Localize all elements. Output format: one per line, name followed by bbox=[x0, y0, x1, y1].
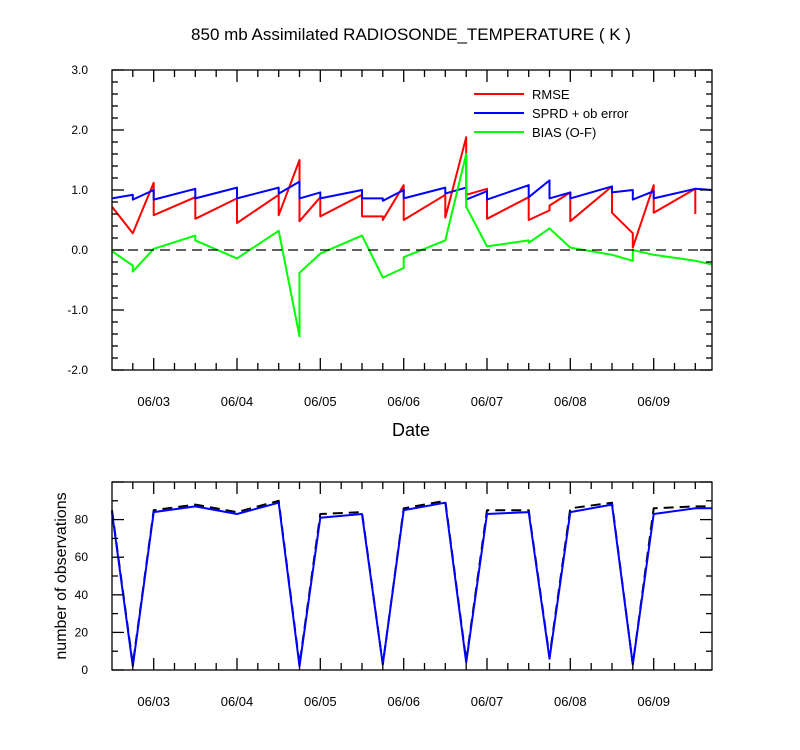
x-tick-label: 06/04 bbox=[221, 394, 254, 409]
y-tick-label: 80 bbox=[75, 513, 89, 527]
top-series-group bbox=[111, 136, 713, 338]
legend-label-sprd: SPRD + ob error bbox=[532, 106, 629, 121]
x-tick-label: 06/07 bbox=[471, 394, 504, 409]
y-tick-label: 3.0 bbox=[71, 63, 88, 77]
x-tick-label: 06/06 bbox=[387, 394, 420, 409]
x-tick-label: 06/05 bbox=[304, 694, 337, 709]
x-tick-label: 06/09 bbox=[637, 394, 670, 409]
y-tick-label: 2.0 bbox=[71, 123, 88, 137]
series-line-bias-o-f bbox=[111, 153, 713, 338]
x-tick-label: 06/07 bbox=[471, 694, 504, 709]
y-tick-label: 0.0 bbox=[71, 243, 88, 257]
top-chart: 850 mb Assimilated RADIOSONDE_TEMPERATUR… bbox=[67, 25, 713, 440]
x-tick-label: 06/03 bbox=[137, 394, 170, 409]
x-tick-label: 06/06 bbox=[387, 694, 420, 709]
bottom-ticks-group bbox=[112, 481, 712, 671]
top-plot-frame bbox=[111, 69, 713, 371]
top-ticks-group bbox=[112, 69, 712, 371]
top-x-tick-labels: 06/03 06/04 06/05 06/06 06/07 06/08 06/09 bbox=[137, 394, 670, 409]
series-line-rmse bbox=[111, 136, 697, 249]
legend-label-bias: BIAS (O-F) bbox=[532, 125, 596, 140]
x-tick-label: 06/04 bbox=[221, 694, 254, 709]
legend-label-rmse: RMSE bbox=[532, 87, 570, 102]
y-tick-label: -2.0 bbox=[67, 363, 88, 377]
y-tick-label: -1.0 bbox=[67, 303, 88, 317]
legend: RMSE SPRD + ob error BIAS (O-F) bbox=[474, 87, 629, 140]
series-line-sprd-ob-error bbox=[111, 179, 713, 202]
y-tick-label: 60 bbox=[75, 550, 89, 564]
bottom-chart: 0 20 40 60 80 06/03 06/04 06/05 06/06 06/07 06/08… bbox=[53, 481, 713, 709]
top-y-tick-labels: -2.0 -1.0 0.0 1.0 2.0 3.0 bbox=[67, 63, 88, 377]
y-tick-label: 1.0 bbox=[71, 183, 88, 197]
x-tick-label: 06/05 bbox=[304, 394, 337, 409]
y-tick-label: 0 bbox=[81, 663, 88, 677]
x-tick-label: 06/08 bbox=[554, 394, 587, 409]
bottom-x-tick-labels: 06/03 06/04 06/05 06/06 06/07 06/08 06/09 bbox=[137, 694, 670, 709]
x-tick-label: 06/09 bbox=[637, 694, 670, 709]
y-axis-label-observations: number of observations bbox=[53, 492, 70, 659]
y-tick-label: 20 bbox=[75, 625, 89, 639]
bottom-series-group bbox=[111, 499, 712, 668]
bottom-y-tick-labels: 0 20 40 60 80 bbox=[75, 513, 89, 677]
x-axis-label: Date bbox=[392, 420, 430, 440]
y-tick-label: 40 bbox=[75, 588, 89, 602]
x-tick-label: 06/03 bbox=[137, 694, 170, 709]
chart-title: 850 mb Assimilated RADIOSONDE_TEMPERATUR… bbox=[191, 25, 631, 44]
series-line-assimilated bbox=[111, 501, 712, 668]
x-tick-label: 06/08 bbox=[554, 694, 587, 709]
